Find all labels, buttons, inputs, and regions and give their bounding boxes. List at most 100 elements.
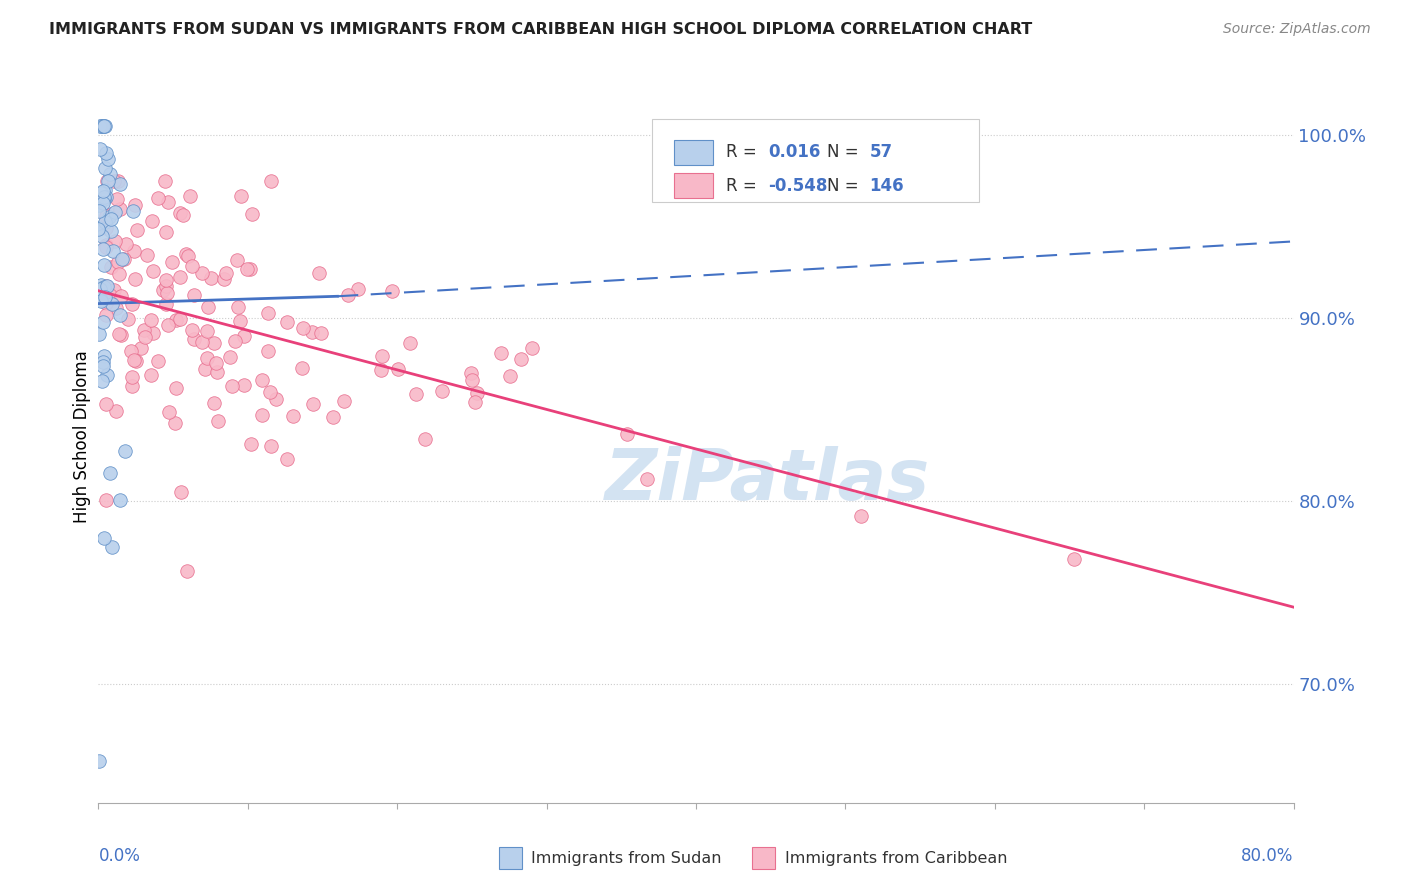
Text: 57: 57 [869,144,893,161]
Text: Source: ZipAtlas.com: Source: ZipAtlas.com [1223,22,1371,37]
Text: 0.0%: 0.0% [98,847,141,864]
Point [94,145,117,160]
Point [371,349,394,363]
Point [179,189,201,203]
Point [104,205,127,219]
Point [256,344,278,359]
Point [94,238,117,252]
Text: -0.548: -0.548 [768,177,828,194]
Point [250,373,273,387]
Point [108,267,131,281]
Point [93,258,115,272]
Point [90,277,112,292]
Point [108,202,131,216]
Point [259,174,281,188]
Point [94,215,117,229]
Point [121,379,143,393]
Point [94,308,117,322]
Point [616,426,638,441]
Point [141,213,163,227]
Point [108,308,131,322]
Point [100,207,122,221]
Point [122,352,145,367]
Point [98,288,121,302]
Point [131,341,153,355]
Point [107,254,129,268]
Point [93,120,115,134]
Point [461,373,484,387]
Point [181,259,204,273]
Point [183,332,205,346]
Point [169,312,191,326]
Point [90,293,112,307]
Point [108,492,131,507]
Point [89,142,111,156]
Point [176,564,198,578]
Text: R =: R = [725,177,762,194]
Point [231,189,253,203]
Point [87,221,110,235]
Point [308,266,330,280]
Point [205,356,228,370]
Point [180,323,202,337]
Point [134,323,156,337]
Point [202,335,225,350]
Text: N =: N = [827,144,865,161]
Point [121,204,143,219]
Point [96,174,118,188]
Point [94,161,117,176]
Point [415,432,437,446]
Point [91,315,114,329]
Point [96,279,118,293]
Point [405,387,427,401]
Point [94,290,117,304]
Point [124,198,146,212]
Point [399,336,422,351]
Point [281,409,304,424]
Point [94,220,117,235]
Point [121,297,143,311]
Point [101,540,124,554]
Point [381,285,404,299]
Point [215,266,238,280]
Point [301,325,323,339]
Point [105,192,128,206]
Point [124,272,146,286]
Point [93,280,115,294]
Text: Immigrants from Sudan: Immigrants from Sudan [531,851,721,865]
Point [114,237,136,252]
Point [111,252,134,266]
Point [148,354,170,368]
Point [135,248,157,262]
Point [93,183,115,197]
Point [165,380,187,394]
Point [155,296,177,310]
Point [97,174,120,188]
Point [225,252,247,267]
Point [200,270,222,285]
Point [207,413,229,427]
Point [322,409,344,424]
Point [226,301,249,315]
Point [155,273,177,287]
Text: N =: N = [827,177,865,194]
Point [157,405,180,419]
Point [104,234,127,248]
Point [162,254,184,268]
Point [105,301,128,315]
Point [169,206,191,220]
Point [87,222,110,236]
Point [100,212,122,227]
Point [91,359,114,373]
Point [224,334,246,348]
Text: 80.0%: 80.0% [1241,847,1294,864]
Text: ZiPatlas: ZiPatlas [605,447,931,516]
Point [337,288,360,302]
Point [236,261,259,276]
Point [509,351,531,366]
Point [114,444,136,458]
Point [103,174,125,188]
Point [291,320,314,334]
Point [108,178,131,192]
Text: 0.016: 0.016 [768,144,821,161]
